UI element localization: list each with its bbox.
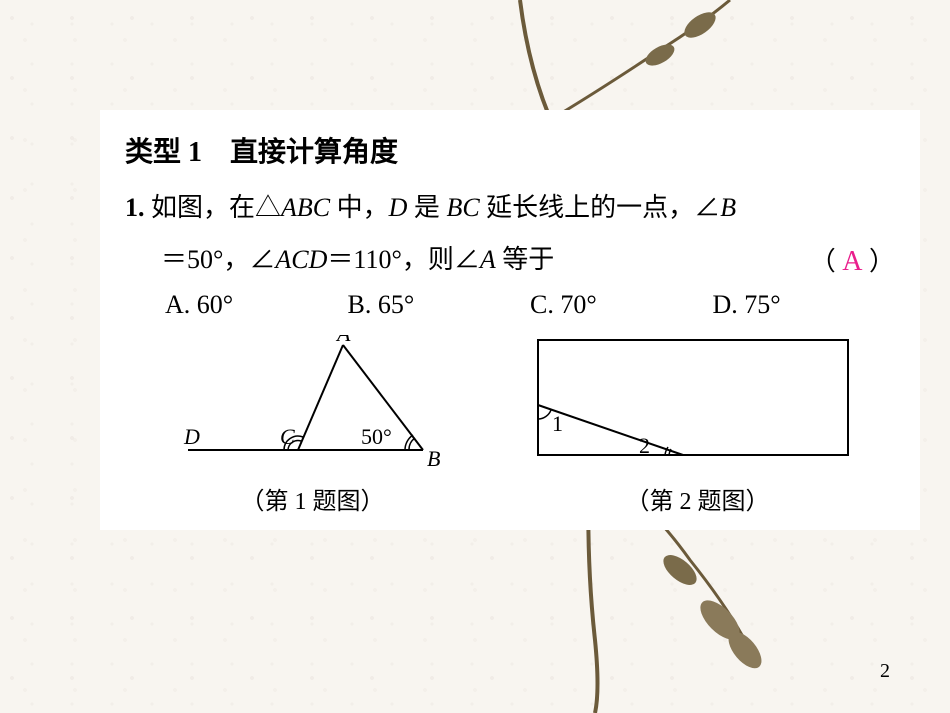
math-acd: ACD: [275, 245, 327, 274]
svg-text:A: A: [335, 335, 351, 346]
svg-text:C: C: [280, 424, 295, 449]
figure-1-caption: （第 1 题图）: [158, 481, 468, 516]
options-row: A. 60° B. 65° C. 70° D. 75°: [125, 290, 895, 320]
stem-text: ＝110°，则∠: [327, 245, 479, 274]
question-stem: 1. 如图，在△ABC 中，D 是 BC 延长线上的一点，∠B ＝50°，∠AC…: [125, 182, 895, 286]
option-a: A. 60°: [165, 290, 348, 320]
answer-letter: A: [842, 246, 862, 277]
question-number: 1.: [125, 193, 145, 222]
math-d: D: [389, 193, 408, 222]
stem-text: 延长线上的一点，∠: [480, 193, 721, 222]
stem-text: 如图，在△: [151, 193, 281, 222]
figure-2-wrap: 12 （第 2 题图）: [533, 335, 863, 516]
svg-text:1: 1: [552, 411, 563, 436]
bracket-left: （: [810, 247, 836, 276]
stem-text: 等于: [496, 245, 555, 274]
section-title: 类型 1 直接计算角度: [125, 130, 895, 170]
math-bc: BC: [446, 193, 479, 222]
option-d: D. 75°: [713, 290, 896, 320]
svg-text:D: D: [183, 424, 200, 449]
figure-1-svg: A B C D 50°: [158, 335, 468, 470]
page-number: 2: [880, 660, 890, 683]
option-c: C. 70°: [530, 290, 713, 320]
content-box: 类型 1 直接计算角度 1. 如图，在△ABC 中，D 是 BC 延长线上的一点…: [100, 110, 920, 530]
figure-1-wrap: A B C D 50° （第 1 题图）: [158, 335, 468, 516]
option-b: B. 65°: [348, 290, 531, 320]
stem-text: ＝50°，∠: [125, 245, 275, 274]
svg-text:B: B: [427, 446, 440, 470]
stem-text: 中，: [330, 193, 389, 222]
math-a: A: [480, 245, 496, 274]
math-b: B: [720, 193, 736, 222]
figures-row: ABCD50° （第 1 题图） 12 （第 2 题图）: [125, 335, 895, 516]
math-abc: ABC: [281, 193, 330, 222]
svg-text:50°: 50°: [361, 424, 392, 449]
svg-text:2: 2: [639, 433, 650, 458]
figure-2-caption: （第 2 题图）: [533, 481, 863, 516]
bracket-right: ）: [869, 247, 895, 276]
stem-text: 是: [407, 193, 446, 222]
figure-2-svg: 12: [533, 335, 863, 470]
